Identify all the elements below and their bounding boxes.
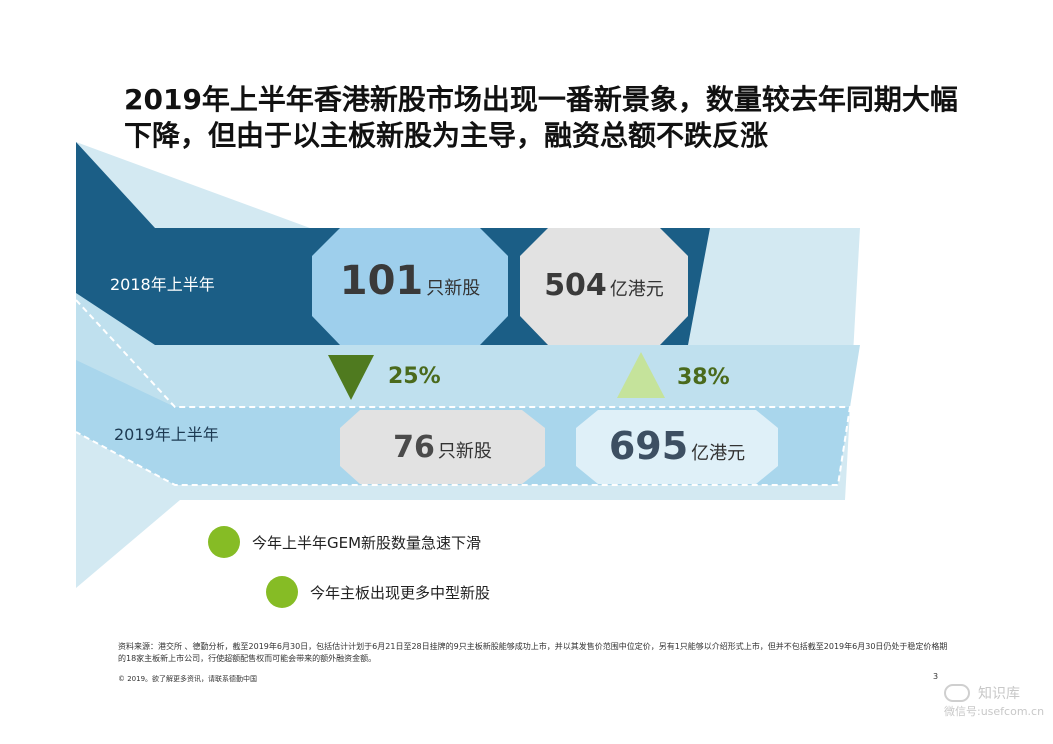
middle-gap-band	[76, 293, 860, 407]
legend-item-label: 今年上半年GEM新股数量急速下滑	[252, 533, 482, 552]
stat-2019-amount: 695 亿港元	[576, 424, 778, 468]
hex-2019-amount	[576, 410, 778, 484]
stat-2018-count-value: 101	[339, 258, 424, 304]
stat-2019-amount-value: 695	[608, 424, 689, 468]
stat-2018-amount-unit: 亿港元	[609, 279, 664, 300]
legend-item-label: 今年主板出现更多中型新股	[310, 583, 491, 602]
legend-item: 今年上半年GEM新股数量急速下滑	[208, 526, 481, 558]
page-title: 2019年上半年香港新股市场出现一番新景象，数量较去年同期大幅下降，但由于以主板…	[124, 83, 958, 152]
page-number: 3	[933, 672, 939, 681]
watermark: 知识库 微信号:usefcom.cn	[944, 683, 1044, 719]
stat-2018-count: 101 只新股	[312, 258, 508, 304]
down-triangle-icon	[328, 355, 374, 400]
source-note: 资料来源：港交所 、德勤分析，截至2019年6月30日，包括估计计划于6月21日…	[118, 642, 948, 663]
stat-2019-count: 76 只新股	[340, 430, 545, 465]
period-label-2019: 2019年上半年	[114, 425, 219, 444]
up-triangle-icon	[617, 352, 665, 398]
green-dot-icon	[266, 576, 298, 608]
hex-2018-count	[312, 228, 508, 345]
period-label-2018: 2018年上半年	[110, 275, 215, 294]
green-dot-icon	[208, 526, 240, 558]
hex-2018-amount	[520, 228, 688, 345]
watermark-name: 知识库	[978, 686, 1020, 702]
wechat-icon	[944, 684, 970, 702]
watermark-sub: 微信号:usefcom.cn	[944, 705, 1045, 718]
stat-2019-count-value: 76	[393, 430, 435, 465]
copyright: © 2019。欲了解更多资讯，请联系德勤中国	[118, 675, 258, 683]
stat-2018-amount: 504 亿港元	[520, 268, 688, 303]
stat-2018-amount-value: 504	[544, 268, 607, 303]
dashed-outline-2019	[75, 299, 852, 486]
stat-2019-amount-unit: 亿港元	[691, 443, 746, 464]
stat-2018-count-unit: 只新股	[426, 278, 481, 299]
stat-2019-count-unit: 只新股	[437, 441, 492, 462]
count-change-percent: 25%	[388, 364, 441, 389]
hex-2019-count	[340, 410, 545, 484]
amount-change-percent: 38%	[677, 365, 730, 390]
legend-item: 今年主板出现更多中型新股	[266, 576, 490, 608]
